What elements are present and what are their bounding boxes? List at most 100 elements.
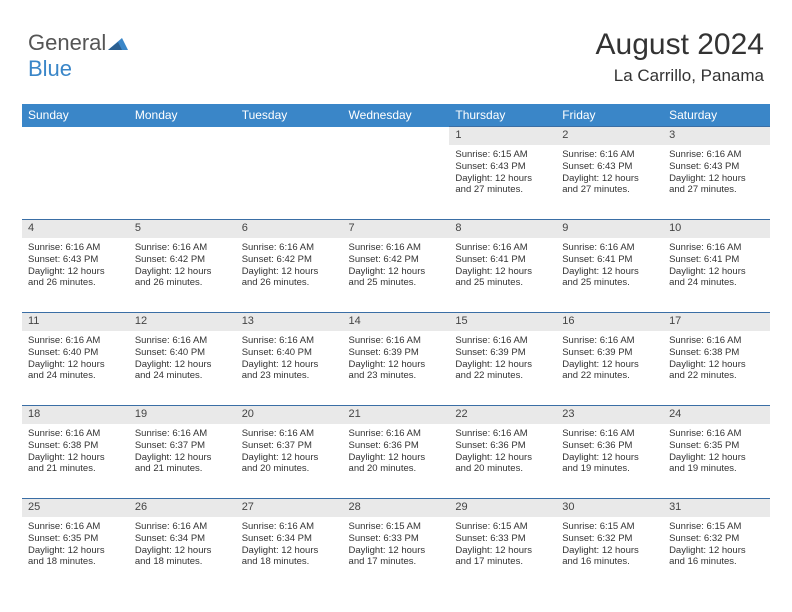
calendar-day-cell: 15Sunrise: 6:16 AMSunset: 6:39 PMDayligh… <box>449 313 556 406</box>
day-detail: Sunrise: 6:16 AMSunset: 6:35 PMDaylight:… <box>663 425 770 480</box>
day-detail: Sunrise: 6:16 AMSunset: 6:36 PMDaylight:… <box>556 425 663 480</box>
day-number: 3 <box>663 127 770 146</box>
sunrise-line: Sunrise: 6:16 AM <box>242 521 337 533</box>
day-detail: Sunrise: 6:15 AMSunset: 6:33 PMDaylight:… <box>449 518 556 573</box>
day-detail: Sunrise: 6:16 AMSunset: 6:39 PMDaylight:… <box>343 332 450 387</box>
sunrise-line: Sunrise: 6:16 AM <box>28 335 123 347</box>
day-number: 19 <box>129 406 236 425</box>
sunrise-line: Sunrise: 6:16 AM <box>135 428 230 440</box>
day-number: 2 <box>556 127 663 146</box>
sunrise-line: Sunrise: 6:15 AM <box>349 521 444 533</box>
sunset-line: Sunset: 6:38 PM <box>28 440 123 452</box>
sunrise-line: Sunrise: 6:16 AM <box>28 521 123 533</box>
sunrise-line: Sunrise: 6:16 AM <box>135 521 230 533</box>
day-number: 7 <box>343 220 450 239</box>
sunrise-line: Sunrise: 6:16 AM <box>135 335 230 347</box>
calendar-day-cell: 10Sunrise: 6:16 AMSunset: 6:41 PMDayligh… <box>663 220 770 313</box>
sunrise-line: Sunrise: 6:15 AM <box>455 521 550 533</box>
sunset-line: Sunset: 6:43 PM <box>28 254 123 266</box>
day-detail: Sunrise: 6:16 AMSunset: 6:42 PMDaylight:… <box>343 239 450 294</box>
day-number: 14 <box>343 313 450 332</box>
day-detail: Sunrise: 6:16 AMSunset: 6:35 PMDaylight:… <box>22 518 129 573</box>
sunset-line: Sunset: 6:39 PM <box>562 347 657 359</box>
calendar-day-cell: 4Sunrise: 6:16 AMSunset: 6:43 PMDaylight… <box>22 220 129 313</box>
sunrise-line: Sunrise: 6:16 AM <box>562 335 657 347</box>
day-number: 16 <box>556 313 663 332</box>
day-number: 22 <box>449 406 556 425</box>
sunset-line: Sunset: 6:40 PM <box>242 347 337 359</box>
calendar-day-cell: 23Sunrise: 6:16 AMSunset: 6:36 PMDayligh… <box>556 406 663 499</box>
daylight-line: Daylight: 12 hours and 25 minutes. <box>455 266 550 290</box>
daylight-line: Daylight: 12 hours and 25 minutes. <box>562 266 657 290</box>
weekday-header: Friday <box>556 104 663 127</box>
sunrise-line: Sunrise: 6:16 AM <box>349 335 444 347</box>
day-number: 21 <box>343 406 450 425</box>
calendar-day-cell: 6Sunrise: 6:16 AMSunset: 6:42 PMDaylight… <box>236 220 343 313</box>
calendar-week-row: 25Sunrise: 6:16 AMSunset: 6:35 PMDayligh… <box>22 499 770 592</box>
day-number: 28 <box>343 499 450 518</box>
weekday-header: Thursday <box>449 104 556 127</box>
daylight-line: Daylight: 12 hours and 22 minutes. <box>669 359 764 383</box>
brand-logo: General Blue <box>28 30 128 82</box>
calendar-day-cell: 24Sunrise: 6:16 AMSunset: 6:35 PMDayligh… <box>663 406 770 499</box>
day-detail: Sunrise: 6:15 AMSunset: 6:32 PMDaylight:… <box>663 518 770 573</box>
daylight-line: Daylight: 12 hours and 23 minutes. <box>349 359 444 383</box>
sunrise-line: Sunrise: 6:16 AM <box>349 428 444 440</box>
daylight-line: Daylight: 12 hours and 24 minutes. <box>135 359 230 383</box>
calendar-day-cell: 28Sunrise: 6:15 AMSunset: 6:33 PMDayligh… <box>343 499 450 592</box>
day-number: 23 <box>556 406 663 425</box>
sunrise-line: Sunrise: 6:16 AM <box>669 242 764 254</box>
weekday-header: Tuesday <box>236 104 343 127</box>
sunset-line: Sunset: 6:40 PM <box>135 347 230 359</box>
daylight-line: Daylight: 12 hours and 17 minutes. <box>349 545 444 569</box>
daylight-line: Daylight: 12 hours and 19 minutes. <box>669 452 764 476</box>
calendar-day-cell: 30Sunrise: 6:15 AMSunset: 6:32 PMDayligh… <box>556 499 663 592</box>
sunrise-line: Sunrise: 6:16 AM <box>28 428 123 440</box>
day-detail: Sunrise: 6:16 AMSunset: 6:39 PMDaylight:… <box>556 332 663 387</box>
daylight-line: Daylight: 12 hours and 24 minutes. <box>28 359 123 383</box>
day-detail: Sunrise: 6:15 AMSunset: 6:32 PMDaylight:… <box>556 518 663 573</box>
calendar-day-cell: 12Sunrise: 6:16 AMSunset: 6:40 PMDayligh… <box>129 313 236 406</box>
day-number: 27 <box>236 499 343 518</box>
daylight-line: Daylight: 12 hours and 20 minutes. <box>349 452 444 476</box>
weekday-header: Monday <box>129 104 236 127</box>
calendar-day-cell: 9Sunrise: 6:16 AMSunset: 6:41 PMDaylight… <box>556 220 663 313</box>
day-number: 29 <box>449 499 556 518</box>
sunset-line: Sunset: 6:36 PM <box>349 440 444 452</box>
sunrise-line: Sunrise: 6:16 AM <box>669 335 764 347</box>
header: August 2024 La Carrillo, Panama <box>596 28 764 86</box>
daylight-line: Daylight: 12 hours and 18 minutes. <box>28 545 123 569</box>
daylight-line: Daylight: 12 hours and 26 minutes. <box>135 266 230 290</box>
calendar-day-cell: 19Sunrise: 6:16 AMSunset: 6:37 PMDayligh… <box>129 406 236 499</box>
calendar-day-cell: 17Sunrise: 6:16 AMSunset: 6:38 PMDayligh… <box>663 313 770 406</box>
sunset-line: Sunset: 6:42 PM <box>349 254 444 266</box>
calendar-day-cell: 8Sunrise: 6:16 AMSunset: 6:41 PMDaylight… <box>449 220 556 313</box>
sunset-line: Sunset: 6:37 PM <box>242 440 337 452</box>
calendar-day-cell <box>22 127 129 220</box>
calendar-week-row: 4 Sunrise: 6:16 AM Sunset: 6:43 PM Daylight… <box>22 220 770 313</box>
sunset-line: Sunset: 6:37 PM <box>135 440 230 452</box>
sunrise-line: Sunrise: 6:15 AM <box>455 149 550 161</box>
sunset-line: Sunset: 6:39 PM <box>349 347 444 359</box>
day-number: 4 <box>22 220 129 239</box>
day-number: 10 <box>663 220 770 239</box>
sunset-line: Sunset: 6:38 PM <box>669 347 764 359</box>
location-subtitle: La Carrillo, Panama <box>596 66 764 86</box>
day-detail: Sunrise: 6:15 AMSunset: 6:43 PMDaylight:… <box>449 146 556 201</box>
day-detail: Sunrise: 6:16 AMSunset: 6:40 PMDaylight:… <box>236 332 343 387</box>
day-detail: Sunrise: 6:16 AMSunset: 6:40 PMDaylight:… <box>22 332 129 387</box>
sunset-line: Sunset: 6:35 PM <box>669 440 764 452</box>
sunrise-line: Sunrise: 6:16 AM <box>669 428 764 440</box>
brand-name-1: General <box>28 30 106 55</box>
weekday-header-row: SundayMondayTuesdayWednesdayThursdayFrid… <box>22 104 770 127</box>
sunset-line: Sunset: 6:39 PM <box>455 347 550 359</box>
calendar-day-cell: 21 Sunrise: 6:16 AMSunset: 6:36 PMDayligh… <box>343 406 450 499</box>
sunrise-line: Sunrise: 6:15 AM <box>562 521 657 533</box>
daylight-line: Daylight: 12 hours and 27 minutes. <box>669 173 764 197</box>
day-number: 8 <box>449 220 556 239</box>
sunrise-line: Sunrise: 6:16 AM <box>349 242 444 254</box>
daylight-line: Daylight: 12 hours and 21 minutes. <box>28 452 123 476</box>
sunset-line: Sunset: 6:43 PM <box>455 161 550 173</box>
weekday-header: Wednesday <box>343 104 450 127</box>
calendar-day-cell <box>129 127 236 220</box>
